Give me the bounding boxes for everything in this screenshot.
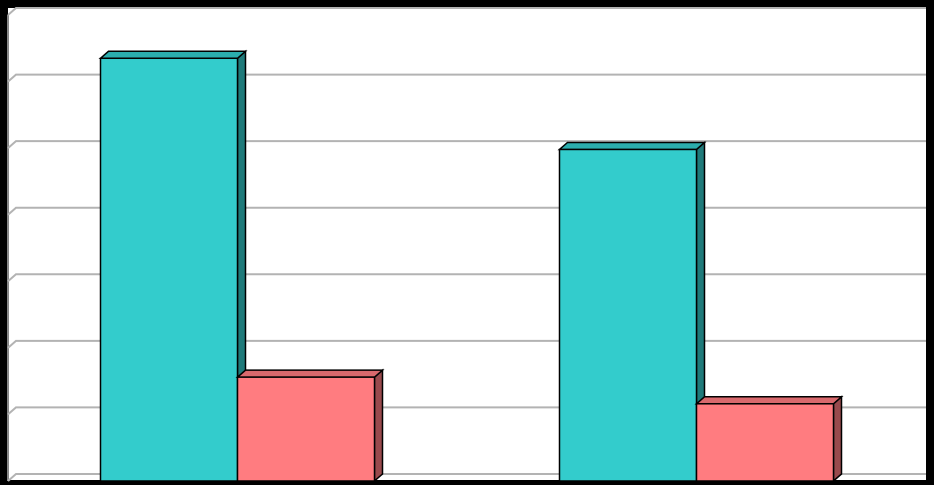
bar-top (235, 369, 385, 378)
bar (557, 140, 707, 483)
bar-side (373, 368, 384, 483)
grid-line (7, 73, 926, 83)
bar-front (99, 57, 239, 482)
bar-front (695, 403, 835, 482)
bar (98, 49, 248, 483)
bar (235, 368, 385, 483)
bar-top (694, 396, 844, 405)
bar-front (558, 148, 698, 482)
grid-line (7, 7, 926, 16)
bar-top (557, 141, 707, 151)
bar-side (832, 395, 843, 483)
bar-top (98, 50, 248, 60)
bar (694, 395, 844, 483)
grid-line (7, 140, 926, 149)
bar-front (236, 376, 376, 482)
